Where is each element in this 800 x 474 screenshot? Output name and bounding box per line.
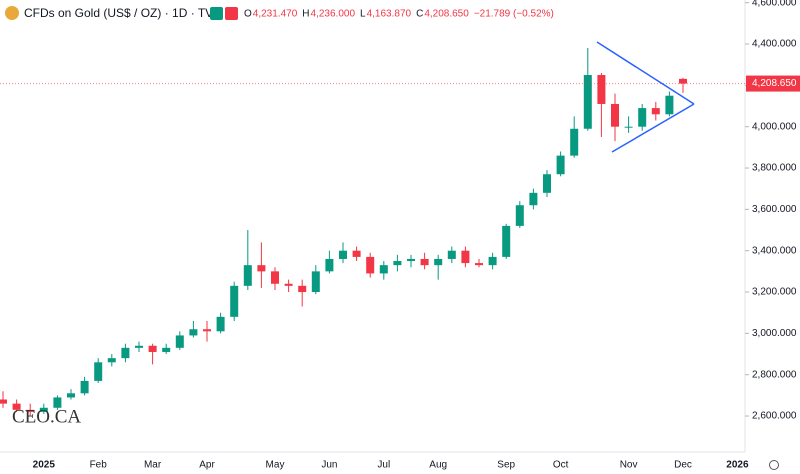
candle-body <box>515 205 524 226</box>
symbol-icon <box>5 6 19 20</box>
x-tick-label: Jun <box>321 460 337 471</box>
candle-body <box>80 380 89 394</box>
candle-body <box>107 358 116 363</box>
x-tick-label: May <box>266 460 285 471</box>
ohlc-label: H <box>302 9 309 20</box>
ohlc-value: 4,231.470 <box>253 9 298 20</box>
x-tick-label: Jul <box>377 460 390 471</box>
ohlc-value: 4,208.650 <box>424 9 469 20</box>
candle-body <box>543 174 551 193</box>
candle-body <box>665 95 674 115</box>
eye-icon[interactable] <box>210 7 223 20</box>
candle-body <box>203 329 211 332</box>
symbol-title: CFDs on Gold (US$ / OZ) · 1D · TVC <box>24 6 222 20</box>
candle-body <box>325 258 334 272</box>
candle-body <box>434 258 443 266</box>
candle-body <box>298 285 307 293</box>
candle-body <box>447 250 456 259</box>
candle-body <box>162 347 171 352</box>
candle-body <box>0 399 7 404</box>
candle-body <box>570 128 579 156</box>
candle-body <box>679 78 687 84</box>
candle-body <box>379 265 388 274</box>
candle-body <box>12 403 21 410</box>
candle-body <box>189 329 198 336</box>
ohlc-values: O 4,231.470 H 4,236.000 L 4,163.870 C 4,208.650 <box>244 9 469 20</box>
candle-body <box>230 285 239 317</box>
y-tick-label: 3,400.000 <box>752 245 797 256</box>
y-tick-label: 3,200.000 <box>752 287 797 298</box>
x-tick-label: Feb <box>90 460 108 471</box>
candle-body <box>175 335 184 348</box>
settings-icon[interactable] <box>769 460 779 470</box>
plot <box>0 47 745 417</box>
x-tick-label: Apr <box>199 460 215 471</box>
candle-body <box>611 103 619 127</box>
last-price-box <box>746 75 800 92</box>
x-tick-label: Nov <box>620 460 638 471</box>
candle-body <box>121 347 130 359</box>
candle-body <box>284 283 293 286</box>
candle-body <box>148 345 157 352</box>
candle-body <box>94 362 103 381</box>
candle-body <box>461 250 470 264</box>
x-tick-label: Mar <box>144 460 162 471</box>
candle-body <box>243 265 252 286</box>
triangle-upper-line <box>596 41 695 105</box>
y-tick-label: 3,000.000 <box>752 328 797 339</box>
candle-body <box>257 265 266 272</box>
triangle-lower-line <box>611 103 695 153</box>
candle-body <box>39 407 48 412</box>
compare-icon[interactable] <box>225 7 238 20</box>
y-tick-label: 3,600.000 <box>752 204 797 215</box>
ohlc-label: L <box>360 9 366 20</box>
ohlc-value: 4,163.870 <box>367 9 412 20</box>
change-value: −21.789 (−0.52%) <box>474 9 554 20</box>
ohlc-value: 4,236.000 <box>311 9 356 20</box>
y-tick-label: 3,800.000 <box>752 163 797 174</box>
candle-body <box>420 258 429 266</box>
candle-body <box>556 155 565 175</box>
candle-body <box>624 126 633 128</box>
candle-body <box>583 75 592 129</box>
x-tick-label: Dec <box>674 460 692 471</box>
x-tick-label: 2025 <box>33 460 56 471</box>
candle-body <box>366 256 375 274</box>
candle-body <box>216 316 225 332</box>
x-tick-label: Sep <box>497 460 515 471</box>
watermark: CEO.CA <box>12 406 81 427</box>
candle-body <box>26 409 35 412</box>
candle-body <box>529 192 538 206</box>
candle-body <box>67 393 75 398</box>
y-tick-label: 2,800.000 <box>752 369 797 380</box>
candle-body <box>271 271 279 284</box>
candle-body <box>651 108 660 115</box>
candle-body <box>311 271 320 293</box>
candle-body <box>393 261 402 266</box>
x-tick-label: 2026 <box>726 460 749 471</box>
candle-body <box>135 345 143 348</box>
y-tick-label: 4,600.000 <box>752 0 797 8</box>
y-tick-label: 4,400.000 <box>752 39 797 50</box>
candle-body <box>475 263 483 266</box>
candle-body <box>597 75 606 104</box>
candle-body <box>339 250 347 259</box>
ohlc-label: C <box>416 9 423 20</box>
y-tick-label: 2,600.000 <box>752 411 797 422</box>
last-price-label: 4,208.650 <box>752 78 797 89</box>
candle-body <box>352 250 361 257</box>
candle-body <box>638 108 647 127</box>
candle-body <box>502 225 511 257</box>
candle-body <box>488 256 497 266</box>
y-tick-label: 4,000.000 <box>752 121 797 132</box>
x-tick-label: Oct <box>553 460 569 471</box>
candle-body <box>407 258 415 262</box>
x-tick-label: Aug <box>429 460 447 471</box>
ohlc-label: O <box>244 9 252 20</box>
candle-body <box>53 397 62 408</box>
